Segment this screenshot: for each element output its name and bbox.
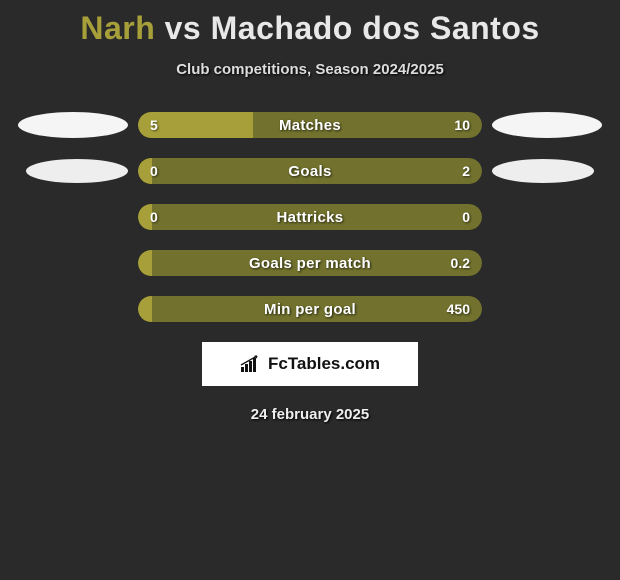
comparison-title: Narh vs Machado dos Santos bbox=[0, 0, 620, 47]
stat-right-value: 0 bbox=[462, 204, 470, 230]
stat-bar: Goals per match0.2 bbox=[138, 250, 482, 276]
stat-row: 0Goals2 bbox=[0, 158, 620, 184]
stat-label: Goals bbox=[138, 158, 482, 184]
stat-right-value: 2 bbox=[462, 158, 470, 184]
bar-chart-icon bbox=[240, 355, 262, 373]
stat-row: Goals per match0.2 bbox=[0, 250, 620, 276]
stat-label: Matches bbox=[138, 112, 482, 138]
stat-row: 0Hattricks0 bbox=[0, 204, 620, 230]
player2-badge-oval bbox=[492, 112, 602, 138]
player1-badge-oval bbox=[18, 112, 128, 138]
stat-right-value: 450 bbox=[447, 296, 470, 322]
stats-chart: 5Matches100Goals20Hattricks0Goals per ma… bbox=[0, 112, 620, 322]
branding-text: FcTables.com bbox=[268, 354, 380, 374]
stat-row: 5Matches10 bbox=[0, 112, 620, 138]
stat-label: Hattricks bbox=[138, 204, 482, 230]
stat-label: Min per goal bbox=[138, 296, 482, 322]
player1-badge-oval bbox=[26, 159, 128, 183]
stat-right-value: 10 bbox=[454, 112, 470, 138]
stat-label: Goals per match bbox=[138, 250, 482, 276]
stat-bar: 0Goals2 bbox=[138, 158, 482, 184]
player1-name: Narh bbox=[80, 10, 155, 46]
player2-name: Machado dos Santos bbox=[211, 10, 540, 46]
vs-text: vs bbox=[165, 10, 202, 46]
date-text: 24 february 2025 bbox=[0, 406, 620, 423]
subtitle: Club competitions, Season 2024/2025 bbox=[0, 61, 620, 78]
stat-bar: 0Hattricks0 bbox=[138, 204, 482, 230]
branding-box: FcTables.com bbox=[202, 342, 418, 386]
stat-bar: Min per goal450 bbox=[138, 296, 482, 322]
player2-badge-oval bbox=[492, 159, 594, 183]
stat-right-value: 0.2 bbox=[451, 250, 470, 276]
stat-row: Min per goal450 bbox=[0, 296, 620, 322]
stat-bar: 5Matches10 bbox=[138, 112, 482, 138]
